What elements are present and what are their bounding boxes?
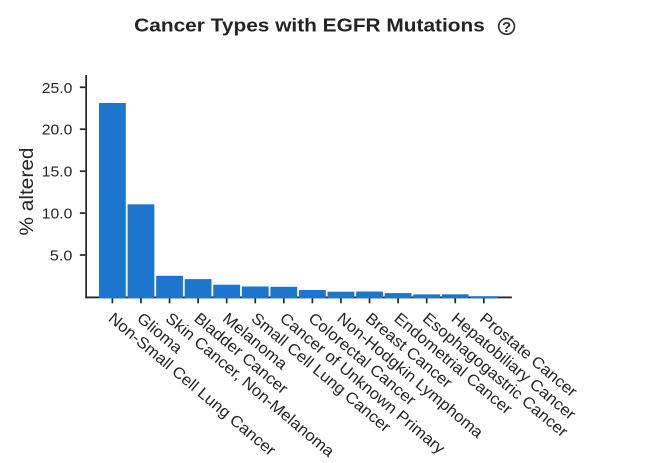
svg-text:15.0: 15.0 bbox=[42, 164, 73, 181]
svg-text:?: ? bbox=[502, 19, 511, 36]
svg-text:10.0: 10.0 bbox=[42, 206, 73, 223]
svg-text:5.0: 5.0 bbox=[50, 248, 72, 265]
svg-text:% altered: % altered bbox=[17, 148, 38, 236]
svg-text:20.0: 20.0 bbox=[42, 122, 73, 139]
svg-text:Cancer Types with EGFR Mutatio: Cancer Types with EGFR Mutations bbox=[134, 16, 485, 36]
svg-text:25.0: 25.0 bbox=[42, 80, 73, 97]
